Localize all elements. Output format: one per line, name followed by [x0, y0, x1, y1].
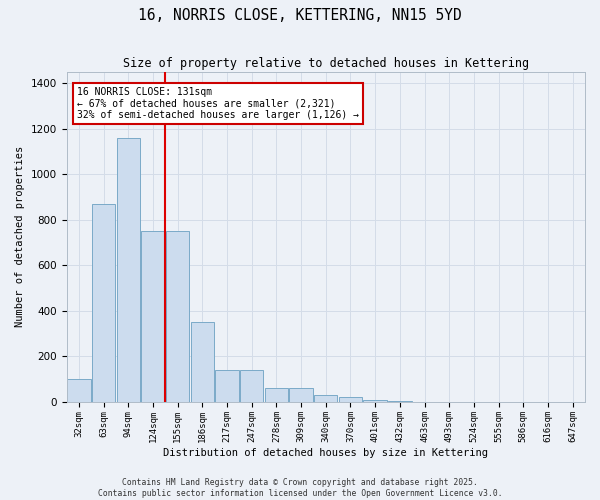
Bar: [141, 231, 164, 402]
Bar: [289, 388, 313, 402]
Bar: [67, 380, 91, 402]
Bar: [116, 138, 140, 402]
Bar: [314, 395, 337, 402]
Bar: [388, 401, 412, 402]
Bar: [92, 204, 115, 402]
Bar: [215, 370, 239, 402]
Bar: [240, 370, 263, 402]
Text: 16, NORRIS CLOSE, KETTERING, NN15 5YD: 16, NORRIS CLOSE, KETTERING, NN15 5YD: [138, 8, 462, 22]
Bar: [339, 398, 362, 402]
Bar: [265, 388, 288, 402]
Bar: [364, 400, 387, 402]
Y-axis label: Number of detached properties: Number of detached properties: [15, 146, 25, 328]
Text: 16 NORRIS CLOSE: 131sqm
← 67% of detached houses are smaller (2,321)
32% of semi: 16 NORRIS CLOSE: 131sqm ← 67% of detache…: [77, 86, 359, 120]
Text: Contains HM Land Registry data © Crown copyright and database right 2025.
Contai: Contains HM Land Registry data © Crown c…: [98, 478, 502, 498]
Title: Size of property relative to detached houses in Kettering: Size of property relative to detached ho…: [123, 58, 529, 70]
X-axis label: Distribution of detached houses by size in Kettering: Distribution of detached houses by size …: [163, 448, 488, 458]
Bar: [191, 322, 214, 402]
Bar: [166, 231, 190, 402]
